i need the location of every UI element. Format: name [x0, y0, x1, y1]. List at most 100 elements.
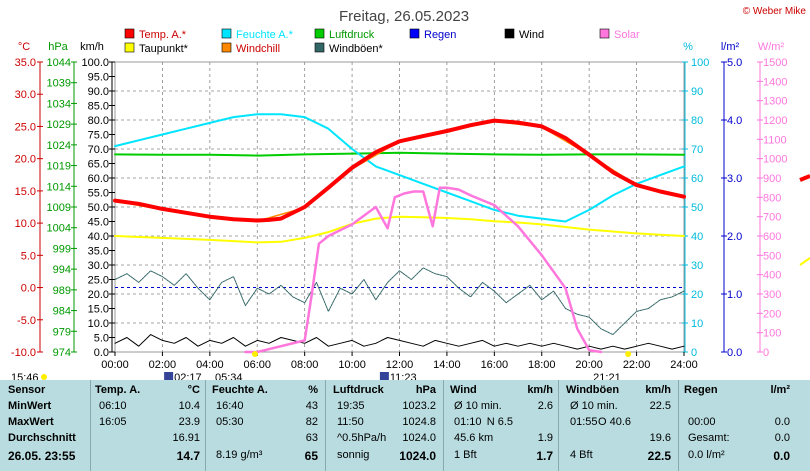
gust-row-value: 22.5 [647, 449, 671, 463]
wind-axis-tick-label: 40.0 [88, 231, 109, 243]
pressure-axis-tick-label: 1004 [47, 223, 71, 235]
wind-axis-tick-label: 55.0 [88, 188, 109, 200]
hum-row-value: 63 [305, 432, 318, 444]
rain-row-text: Gesamt: [688, 432, 730, 444]
sun-icon [41, 374, 47, 380]
wind-axis-tick-label: 10.0 [88, 318, 109, 330]
weather-chart: Freitag, 26.05.2023 © Weber Mike Temp. A… [10, 6, 810, 380]
rain-header: Regen [684, 384, 718, 396]
humidity-axis-tick-label: 90 [691, 86, 703, 98]
temp-unit: °C [187, 384, 200, 396]
gust-row-value: 22.5 [649, 400, 671, 412]
press-row-text: 19:35 [337, 400, 365, 412]
table-divider [678, 380, 679, 471]
legend: Temp. A.* Feuchte A.* Luftdruck Regen Wind So… [124, 28, 640, 55]
legend-label: Regen [424, 29, 456, 41]
side-dew-fragment [799, 257, 810, 266]
wind-axis-tick-label: 75.0 [88, 130, 109, 142]
temp-unit: °C [18, 41, 30, 53]
wind-axis-tick-label: 80.0 [88, 115, 109, 127]
sun-moon-row: 15:46 02:17 11:23 05:34 21:21 [11, 351, 632, 380]
wind-axis-tick-label: 5.0 [94, 333, 109, 345]
table-divider [558, 380, 559, 471]
hum-header: Feuchte A. [212, 384, 268, 396]
temp-axis-tick-label: 5.0 [21, 250, 36, 262]
rain-axis-tick-label: 2.0 [727, 231, 742, 243]
series-wind [114, 334, 685, 350]
pressure-unit: hPa [48, 41, 68, 53]
pressure-axis-tick-label: 1024 [47, 140, 71, 152]
rain-axis-tick-label: 4.0 [727, 115, 742, 127]
x-tick-label: 12:00 [386, 359, 414, 371]
humidity-axis-tick-label: 80 [691, 115, 703, 127]
x-tick-label: 10:00 [338, 359, 366, 371]
grid [114, 61, 685, 353]
solar-axis-tick-label: 700 [763, 212, 781, 224]
press-header: Luftdruck [333, 384, 384, 396]
pressure-axis-tick-label: 1029 [47, 119, 71, 131]
rain-axis-tick-label: 0.0 [727, 347, 742, 359]
hum-row-text: 16:40 [216, 400, 244, 412]
humidity-axis-tick-label: 60 [691, 173, 703, 185]
x-tick-label: 24:00 [670, 359, 698, 371]
axes: 35.0 30.0 25.0 20.0 15.0 10.0 5.0 0.0 -5.0 -10.0 1… [11, 57, 788, 371]
legend-swatch [314, 28, 325, 39]
wind-unit: km/h [527, 384, 553, 396]
series-windböen [114, 267, 685, 336]
sunrise-icon [251, 351, 258, 357]
legend-label: Feuchte A.* [236, 29, 294, 41]
solar-axis-tick-label: 500 [763, 250, 781, 262]
rain-axis-tick-label: 3.0 [727, 173, 742, 185]
moon-icon [164, 372, 174, 380]
pressure-axis-tick-label: 984 [53, 306, 71, 318]
wind-axis-tick-label: 85.0 [88, 101, 109, 113]
hum-row-value: 65 [304, 449, 318, 463]
sensor-header: Sensor [8, 384, 46, 396]
temp-axis-tick-label: 30.0 [15, 89, 36, 101]
x-tick-label: 02:00 [149, 359, 177, 371]
solar-axis-tick-label: 900 [763, 173, 781, 185]
legend-swatch [314, 42, 325, 53]
press-row-text: ^0.5hPa/h [337, 432, 387, 444]
pressure-axis-tick-label: 974 [53, 347, 71, 359]
legend-label: Luftdruck [329, 29, 375, 41]
wind-axis-tick-label: 50.0 [88, 202, 109, 214]
sunrise-label: 05:34 [215, 372, 243, 380]
wind-axis-tick-label: 20.0 [88, 289, 109, 301]
current-time: 15:46 [11, 372, 39, 380]
wind-row-text: 45.6 km [454, 432, 494, 444]
gust-row-dir: O 40.6 [597, 416, 631, 428]
plot-area [113, 113, 810, 354]
rain-unit: l/m² [721, 41, 740, 53]
wind-axis-tick-label: 35.0 [88, 246, 109, 258]
sensor-row-label: 26.05. 23:55 [8, 449, 76, 463]
moonset-label: 11:23 [390, 372, 417, 380]
solar-axis-tick-label: 200 [763, 308, 781, 320]
rain-row-value: 0.0 [774, 416, 790, 428]
credit-label: © Weber Mike [743, 6, 807, 17]
temp-row-text: 16:05 [99, 416, 127, 428]
unit-labels: °C hPa km/h% l/m² W/m² [18, 41, 785, 53]
hum-row-text: 8.19 g/m³ [216, 449, 263, 461]
rain-row-value: 0.0 [774, 432, 790, 444]
hum-row-value: 43 [305, 400, 318, 412]
solar-axis-tick-label: 1000 [763, 154, 787, 166]
wind-axis-tick-label: 65.0 [88, 159, 109, 171]
solar-unit: W/m² [758, 41, 785, 53]
x-tick-label: 18:00 [528, 359, 556, 371]
hum-row-text: 05:30 [216, 416, 244, 428]
chart-title: Freitag, 26.05.2023 [339, 8, 469, 25]
legend-swatch [504, 28, 515, 39]
gust-row-text: Ø 10 min. [570, 400, 618, 412]
wind-axis-tick-label: 30.0 [88, 260, 109, 272]
table-divider [443, 380, 444, 471]
temp-axis-tick-label: -10.0 [11, 347, 36, 359]
x-tick-label: 08:00 [291, 359, 319, 371]
x-tick-label: 22:00 [623, 359, 651, 371]
sensor-row-label: Durchschnitt [8, 432, 76, 444]
temp-row-value: 10.4 [178, 400, 200, 412]
wind-row-value: 2.6 [537, 400, 553, 412]
pressure-axis-tick-label: 979 [53, 326, 71, 338]
press-row-value: 1024.8 [402, 416, 436, 428]
sunset-label: 21:21 [593, 372, 621, 380]
